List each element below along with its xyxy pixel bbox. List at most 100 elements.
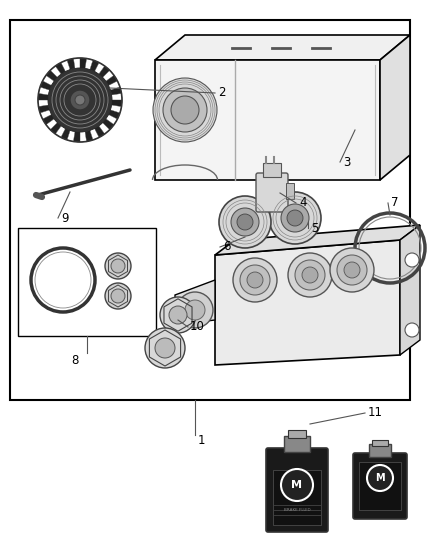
Circle shape bbox=[281, 469, 313, 501]
Polygon shape bbox=[95, 126, 105, 138]
Circle shape bbox=[145, 328, 185, 368]
Text: 9: 9 bbox=[61, 212, 68, 224]
Bar bbox=[18, 228, 156, 336]
Circle shape bbox=[287, 210, 303, 226]
Text: 7: 7 bbox=[391, 197, 399, 209]
Polygon shape bbox=[106, 115, 117, 125]
Circle shape bbox=[231, 208, 259, 236]
Circle shape bbox=[177, 292, 213, 328]
Circle shape bbox=[111, 259, 125, 273]
Polygon shape bbox=[74, 132, 80, 142]
Circle shape bbox=[105, 253, 131, 279]
Circle shape bbox=[75, 95, 85, 105]
Polygon shape bbox=[102, 70, 114, 81]
Circle shape bbox=[281, 204, 309, 232]
Polygon shape bbox=[50, 123, 61, 134]
FancyBboxPatch shape bbox=[353, 453, 407, 519]
Circle shape bbox=[48, 68, 112, 132]
Circle shape bbox=[288, 253, 332, 297]
Polygon shape bbox=[106, 75, 117, 85]
Polygon shape bbox=[95, 62, 105, 74]
Bar bbox=[10, 20, 410, 400]
Text: 6: 6 bbox=[223, 240, 230, 254]
Text: 1: 1 bbox=[198, 433, 205, 447]
Bar bbox=[273, 470, 321, 525]
Polygon shape bbox=[215, 240, 400, 365]
Circle shape bbox=[337, 255, 367, 285]
Circle shape bbox=[153, 78, 217, 142]
Polygon shape bbox=[99, 66, 110, 77]
Polygon shape bbox=[38, 100, 48, 107]
Polygon shape bbox=[102, 119, 114, 130]
Polygon shape bbox=[155, 35, 410, 60]
Circle shape bbox=[219, 196, 271, 248]
Polygon shape bbox=[99, 123, 110, 134]
Polygon shape bbox=[40, 110, 52, 119]
Polygon shape bbox=[110, 105, 121, 113]
Polygon shape bbox=[50, 66, 61, 77]
Polygon shape bbox=[67, 59, 75, 70]
Polygon shape bbox=[39, 87, 49, 95]
Polygon shape bbox=[215, 225, 420, 255]
Circle shape bbox=[367, 465, 393, 491]
Polygon shape bbox=[110, 87, 121, 95]
Circle shape bbox=[185, 300, 205, 320]
Polygon shape bbox=[61, 60, 70, 71]
Text: 2: 2 bbox=[218, 86, 226, 100]
Polygon shape bbox=[67, 131, 75, 141]
Circle shape bbox=[344, 262, 360, 278]
Polygon shape bbox=[85, 131, 93, 141]
Bar bbox=[288, 430, 306, 438]
Text: 5: 5 bbox=[311, 222, 318, 235]
Polygon shape bbox=[90, 60, 99, 71]
Polygon shape bbox=[46, 70, 57, 81]
Circle shape bbox=[160, 297, 196, 333]
Text: M: M bbox=[375, 473, 385, 483]
FancyBboxPatch shape bbox=[266, 448, 328, 532]
Polygon shape bbox=[380, 35, 410, 180]
FancyBboxPatch shape bbox=[256, 173, 288, 212]
Circle shape bbox=[330, 248, 374, 292]
Circle shape bbox=[155, 338, 175, 358]
Circle shape bbox=[70, 90, 90, 110]
Polygon shape bbox=[42, 75, 54, 85]
Polygon shape bbox=[109, 81, 120, 90]
Polygon shape bbox=[42, 115, 54, 125]
Polygon shape bbox=[109, 110, 120, 119]
Circle shape bbox=[247, 272, 263, 288]
Polygon shape bbox=[55, 62, 65, 74]
Text: 11: 11 bbox=[368, 407, 383, 419]
Text: 3: 3 bbox=[343, 156, 350, 168]
Circle shape bbox=[169, 306, 187, 324]
Bar bbox=[284, 436, 310, 452]
Text: BRAKE FLUID: BRAKE FLUID bbox=[284, 508, 310, 512]
Circle shape bbox=[163, 88, 207, 132]
Bar bbox=[263, 163, 281, 177]
Circle shape bbox=[240, 265, 270, 295]
Bar bbox=[359, 462, 401, 510]
Text: M: M bbox=[292, 480, 303, 490]
Polygon shape bbox=[40, 81, 52, 90]
Polygon shape bbox=[85, 59, 93, 70]
Polygon shape bbox=[175, 280, 215, 325]
Text: 4: 4 bbox=[299, 197, 307, 209]
Circle shape bbox=[237, 214, 253, 230]
Bar bbox=[286, 183, 294, 199]
Polygon shape bbox=[46, 119, 57, 130]
Polygon shape bbox=[80, 58, 87, 68]
Circle shape bbox=[405, 253, 419, 267]
Polygon shape bbox=[90, 128, 99, 140]
Polygon shape bbox=[112, 100, 122, 107]
Polygon shape bbox=[38, 93, 48, 100]
Circle shape bbox=[269, 192, 321, 244]
Polygon shape bbox=[80, 132, 87, 142]
Text: 8: 8 bbox=[71, 353, 79, 367]
Polygon shape bbox=[55, 126, 65, 138]
Circle shape bbox=[233, 258, 277, 302]
Circle shape bbox=[302, 267, 318, 283]
Polygon shape bbox=[39, 105, 49, 113]
Polygon shape bbox=[400, 225, 420, 355]
Polygon shape bbox=[112, 93, 122, 100]
Bar bbox=[369, 444, 391, 457]
Polygon shape bbox=[61, 128, 70, 140]
